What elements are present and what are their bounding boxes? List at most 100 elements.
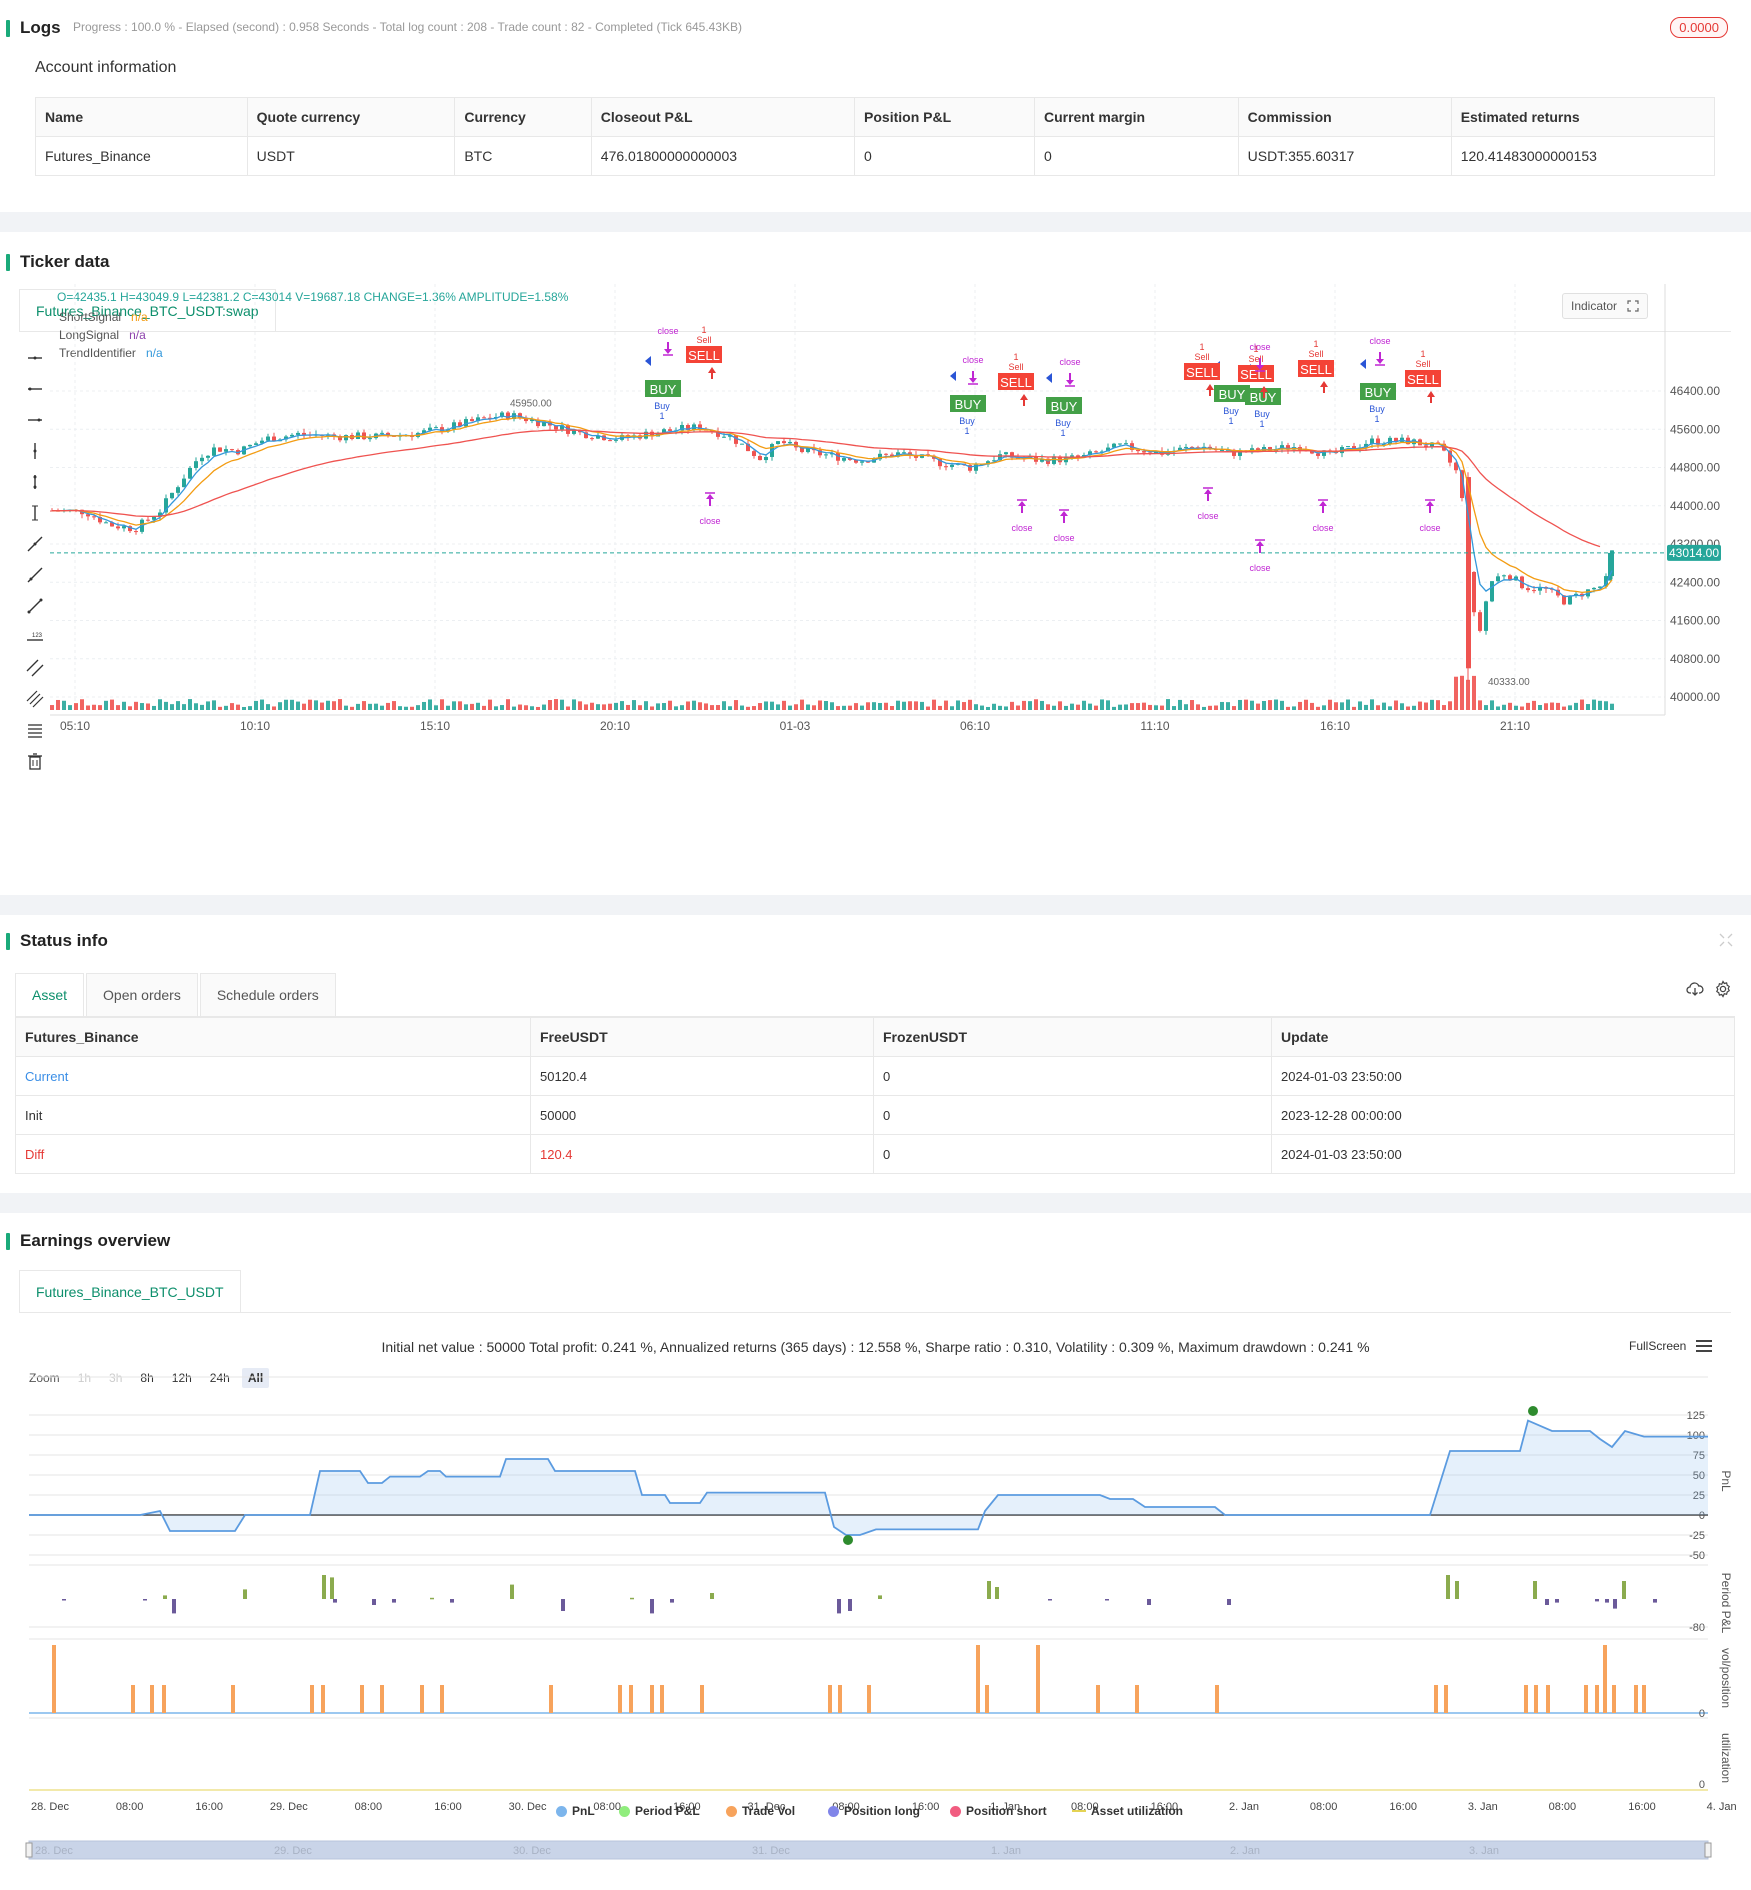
sell-label-box: [1238, 365, 1274, 382]
horizontal-line-icon[interactable]: [26, 349, 44, 367]
zoom-button-3h[interactable]: 3h: [109, 1371, 123, 1385]
trash-icon[interactable]: [26, 752, 44, 770]
tab-ticker-symbol[interactable]: Futures_Binance_BTC_USDT:swap: [19, 289, 276, 331]
zoom-button-12h[interactable]: 12h: [171, 1371, 192, 1385]
pnl-area: [29, 1420, 1708, 1535]
candle-body: [506, 412, 510, 420]
cloud-download-icon[interactable]: [1686, 980, 1704, 998]
zoom-button-24h[interactable]: 24h: [209, 1371, 230, 1385]
legend-item-asset-utilization[interactable]: Asset utilization: [1072, 1804, 1183, 1818]
legend-item-trade-vol[interactable]: Trade Vol: [726, 1804, 795, 1818]
candle-body: [104, 522, 108, 524]
asset-row: Init 50000 0 2023-12-28 00:00:00: [15, 1095, 1735, 1135]
legend-item-pnl[interactable]: PnL: [556, 1804, 595, 1818]
volume-bar: [56, 699, 60, 710]
volume-bar: [98, 705, 102, 710]
marker-text: 1: [1374, 414, 1379, 424]
status-tab-open-orders[interactable]: Open orders: [86, 973, 198, 1016]
candle-body: [1352, 446, 1356, 450]
trend-line-icon[interactable]: [26, 535, 44, 553]
account-cell: USDT:355.60317: [1237, 136, 1452, 176]
legend-dot-swatch: [619, 1805, 630, 1817]
status-tab-asset[interactable]: Asset: [15, 973, 85, 1016]
volume-bar: [164, 701, 168, 710]
candle-body: [992, 460, 996, 462]
zoom-button-8h[interactable]: 8h: [140, 1371, 154, 1385]
volume-bar: [584, 704, 588, 710]
parallel-channel-icon[interactable]: [26, 659, 44, 677]
candle-body-last: [1608, 552, 1612, 581]
tab-earnings-symbol[interactable]: Futures_Binance_BTC_USDT: [19, 1270, 241, 1312]
volume-bar: [1304, 699, 1308, 710]
marker-text: 1: [1420, 349, 1425, 359]
candle-body: [1226, 449, 1230, 451]
volume-bar: [1040, 700, 1044, 710]
vertical-segment-icon[interactable]: [26, 473, 44, 491]
collapse-icon[interactable]: [1719, 933, 1733, 947]
volume-bar: [824, 700, 828, 710]
legend-item-period-p-l[interactable]: Period P&L: [619, 1804, 700, 1818]
fibonacci-icon[interactable]: [26, 690, 44, 708]
asset-cell: 0: [873, 1134, 1272, 1174]
fullscreen-button[interactable]: FullScreen: [1629, 1339, 1713, 1353]
candle-body: [1604, 576, 1608, 587]
volume-bar: [308, 699, 312, 710]
volume-bar: [506, 699, 510, 710]
navigator-tick-label: 28. Dec: [35, 1845, 73, 1857]
indicator-button[interactable]: Indicator: [1562, 293, 1649, 319]
segment-line-icon[interactable]: [26, 597, 44, 615]
legend-item-position-long[interactable]: Position long: [828, 1804, 920, 1818]
candle-body: [1382, 444, 1386, 446]
candle-body: [1094, 451, 1098, 453]
candle-body: [560, 425, 564, 430]
volume-bar: [1028, 701, 1032, 710]
time-tick-label: 16:10: [1320, 719, 1350, 733]
zoom-button-1h[interactable]: 1h: [77, 1371, 92, 1385]
volume-bar: [110, 699, 114, 710]
candlestick-chart[interactable]: 46400.0045600.0044800.0044000.0043200.00…: [0, 232, 1751, 895]
candle-body: [902, 452, 906, 454]
volume-bar: [158, 699, 162, 710]
marker-text: Sell: [696, 335, 711, 345]
status-tab-schedule-orders[interactable]: Schedule orders: [199, 973, 336, 1016]
horizontal-lines-icon[interactable]: [26, 721, 44, 739]
candle-body: [968, 465, 972, 471]
ray-line-icon[interactable]: [26, 566, 44, 584]
price-range-icon[interactable]: [26, 504, 44, 522]
volume-bar: [1070, 703, 1074, 710]
legend-item-position-short[interactable]: Position short: [950, 1804, 1047, 1818]
candle-body: [680, 425, 684, 431]
candle-body: [608, 440, 612, 442]
marker-text: 1: [1259, 419, 1264, 429]
navigator-left-handle[interactable]: [25, 1842, 33, 1858]
time-tick-label: 11:10: [1140, 719, 1169, 733]
vertical-ray-icon[interactable]: [26, 442, 44, 460]
volume-bar: [644, 701, 648, 710]
volume-bar: [1298, 701, 1302, 710]
settings-gear-icon[interactable]: [1714, 980, 1732, 998]
account-col-header: Estimated returns: [1450, 97, 1716, 137]
volume-bar: [368, 703, 372, 710]
candle-body: [1232, 449, 1236, 456]
volume-bar: [596, 704, 600, 710]
candle-body: [1556, 589, 1560, 596]
candle-body: [1016, 457, 1020, 459]
period-pnl-bar: [1446, 1575, 1450, 1599]
volume-bar: [1520, 706, 1524, 710]
volume-bar: [1082, 700, 1086, 710]
navigator-right-handle[interactable]: [1704, 1842, 1712, 1858]
horizontal-ray-icon[interactable]: [26, 380, 44, 398]
candle-body: [1472, 571, 1476, 613]
price-tick-label: 44800.00: [1670, 461, 1720, 475]
vertical-line-icon[interactable]: [26, 411, 44, 429]
chart-plot-area: [50, 284, 1665, 710]
volume-bar: [1190, 700, 1194, 710]
asset-cell: 120.4: [530, 1134, 874, 1174]
price-line-icon[interactable]: 123: [26, 628, 44, 646]
volume-bar: [1022, 700, 1026, 710]
volume-bar: [728, 706, 732, 710]
zoom-button-All[interactable]: All: [241, 1368, 270, 1388]
candle-body: [1070, 455, 1074, 457]
volume-bar: [1508, 702, 1512, 710]
